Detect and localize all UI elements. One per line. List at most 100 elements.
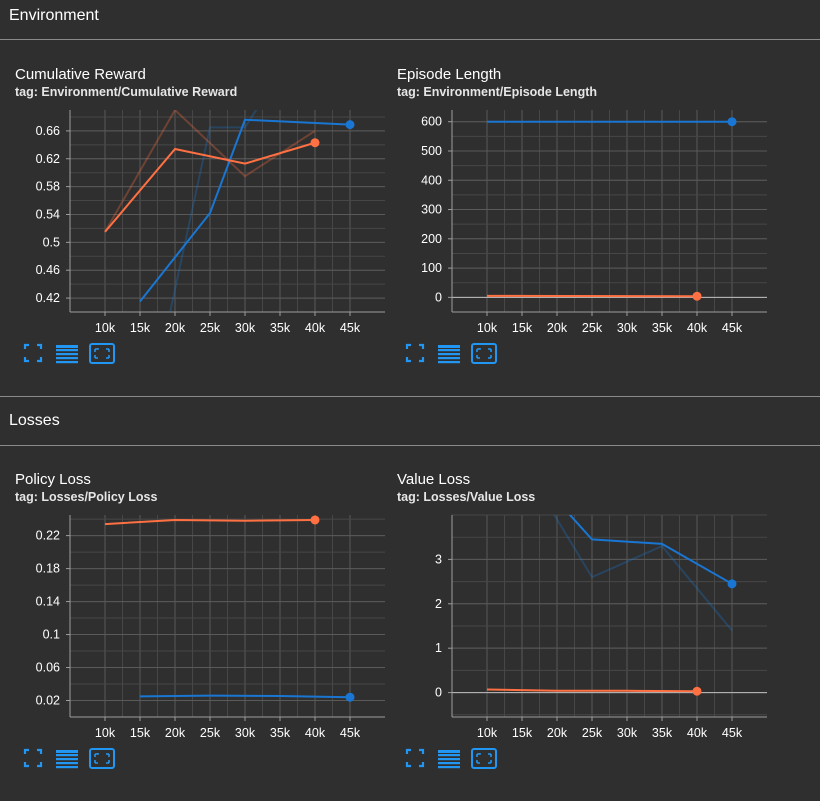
x-tick-label: 40k (687, 321, 708, 335)
x-tick-label: 45k (722, 321, 743, 335)
x-tick-label: 25k (200, 726, 221, 740)
x-tick-label: 40k (305, 321, 326, 335)
y-tick-label: 0.02 (36, 694, 60, 708)
toggle-y-log-button[interactable] (437, 343, 463, 365)
grid (66, 110, 385, 316)
y-tick-label: 0 (435, 290, 442, 304)
bar (438, 762, 460, 764)
bar (56, 754, 78, 756)
x-tick-label: 25k (582, 726, 603, 740)
x-tick-label: 35k (270, 726, 291, 740)
x-tick-label: 10k (95, 726, 116, 740)
series-end-marker (311, 138, 320, 147)
section-header-losses: Losses (0, 396, 820, 446)
fit-to-data-button[interactable] (405, 343, 431, 365)
bar (438, 345, 460, 348)
fit-to-data-button[interactable] (405, 748, 431, 770)
fit-to-data-button[interactable] (23, 748, 49, 770)
y-tick-label: 0.62 (36, 152, 60, 166)
bar (438, 766, 460, 768)
x-tick-label: 35k (652, 726, 673, 740)
x-tick-label: 20k (547, 726, 568, 740)
series-end-marker (346, 120, 355, 129)
bar (56, 750, 78, 753)
fit-to-data-button[interactable] (23, 343, 49, 365)
x-tick-label: 20k (165, 726, 186, 740)
bar (438, 750, 460, 753)
expand-chart-button[interactable] (90, 343, 116, 365)
bar (56, 762, 78, 764)
button-hitbox[interactable] (90, 748, 116, 770)
y-tick-label: 500 (421, 144, 442, 158)
bar (438, 361, 460, 363)
series-end-marker (728, 117, 737, 126)
chart-card-episode-length: Episode Length tag: Environment/Episode … (397, 66, 797, 396)
button-hitbox[interactable] (472, 343, 498, 365)
bar (56, 345, 78, 348)
bar (56, 758, 78, 760)
x-tick-label: 10k (477, 726, 498, 740)
x-tick-label: 10k (477, 321, 498, 335)
grid (66, 515, 385, 721)
bar (56, 361, 78, 363)
series-end-marker (728, 579, 737, 588)
series-end-marker (311, 515, 320, 524)
y-tick-label: 300 (421, 203, 442, 217)
x-tick-label: 10k (95, 321, 116, 335)
toggle-y-log-button[interactable] (55, 748, 81, 770)
x-tick-label: 15k (130, 321, 151, 335)
y-tick-label: 0.58 (36, 180, 60, 194)
section-title: Environment (9, 7, 99, 25)
y-tick-label: 0.42 (36, 291, 60, 305)
x-tick-label: 35k (652, 321, 673, 335)
x-tick-label: 30k (617, 726, 638, 740)
bar (438, 349, 460, 351)
y-tick-label: 0.54 (36, 207, 60, 221)
x-tick-label: 40k (305, 726, 326, 740)
toggle-y-log-button[interactable] (55, 343, 81, 365)
y-tick-label: 600 (421, 115, 442, 129)
y-tick-label: 0.14 (36, 595, 60, 609)
bar (438, 754, 460, 756)
y-tick-label: 0.46 (36, 263, 60, 277)
y-tick-label: 2 (435, 597, 442, 611)
button-hitbox[interactable] (90, 343, 116, 365)
y-tick-label: 0.18 (36, 562, 60, 576)
y-tick-label: 0.06 (36, 661, 60, 675)
y-tick-label: 0 (435, 686, 442, 700)
x-tick-label: 30k (235, 726, 256, 740)
button-hitbox[interactable] (472, 748, 498, 770)
series-end-marker (693, 292, 702, 301)
bar (56, 349, 78, 351)
x-tick-label: 30k (617, 321, 638, 335)
y-tick-label: 100 (421, 261, 442, 275)
x-tick-label: 45k (722, 726, 743, 740)
y-tick-label: 400 (421, 173, 442, 187)
expand-chart-button[interactable] (472, 343, 498, 365)
y-tick-label: 1 (435, 641, 442, 655)
series-end-marker (693, 687, 702, 696)
bar (56, 353, 78, 355)
series-end-marker (346, 693, 355, 702)
grid (448, 110, 767, 316)
expand-chart-button[interactable] (90, 748, 116, 770)
x-tick-label: 45k (340, 726, 361, 740)
x-tick-label: 30k (235, 321, 256, 335)
y-tick-label: 0.66 (36, 124, 60, 138)
expand-chart-button[interactable] (472, 748, 498, 770)
x-tick-label: 40k (687, 726, 708, 740)
toggle-y-log-button[interactable] (437, 748, 463, 770)
y-tick-label: 0.22 (36, 529, 60, 543)
y-tick-label: 0.1 (43, 628, 60, 642)
x-tick-label: 35k (270, 321, 291, 335)
x-tick-label: 20k (165, 321, 186, 335)
bar (438, 357, 460, 359)
x-tick-label: 25k (200, 321, 221, 335)
x-tick-label: 15k (512, 726, 533, 740)
